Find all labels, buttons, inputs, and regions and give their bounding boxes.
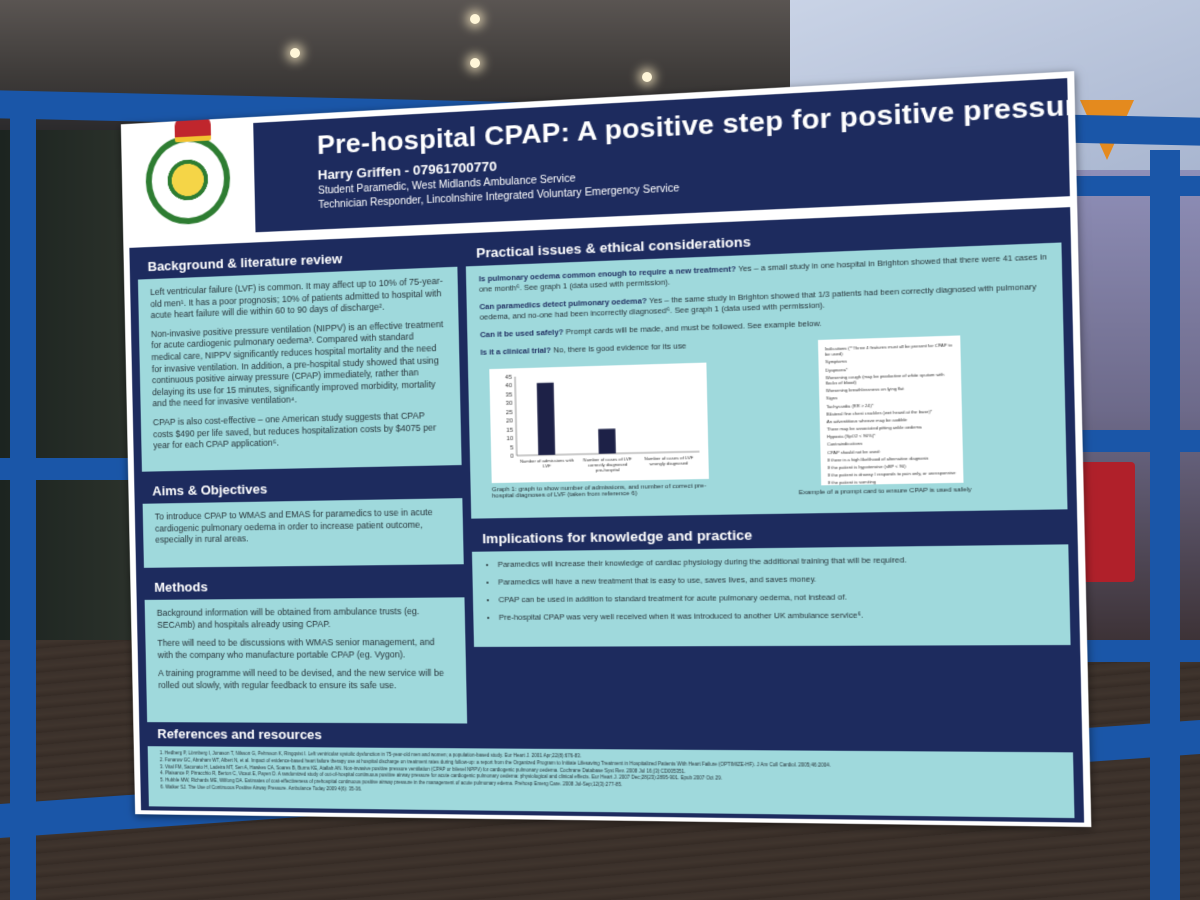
ceiling-light	[470, 58, 480, 68]
background-panel: Background & literature review Left vent…	[137, 241, 462, 472]
prompt-card-caption: Example of a prompt card to ensure CPAP …	[798, 486, 972, 497]
prompt-card-line: If the patient is hypotensive (sBP < 90)	[827, 463, 906, 471]
implication-item: Pre-hospital CPAP was very well received…	[499, 609, 1056, 623]
crest-icon	[144, 116, 231, 227]
y-tick-label: 10	[507, 436, 514, 442]
prompt-card-line: CPAP should not be used:	[827, 448, 881, 455]
graph-caption: Graph 1: graph to show number of admissi…	[491, 483, 707, 500]
references-panel: 1. Hedberg P, Lönnberg I, Jonason T, Nil…	[147, 746, 1075, 819]
y-tick-label: 0	[510, 454, 513, 460]
ambulance-logo	[126, 116, 250, 236]
aims-panel: Aims & Objectives To introduce CPAP to W…	[142, 473, 464, 568]
ceiling-light	[470, 14, 480, 24]
ceiling-light	[290, 48, 300, 58]
practical-q4: Is it a clinical trial?	[480, 345, 552, 357]
practical-a3: Prompt cards will be made, and must be f…	[563, 318, 822, 337]
frame-post-left	[10, 104, 36, 900]
prompt-card-line: If there is a high likelihood of alterna…	[827, 455, 929, 463]
background-p1: Left ventricular failure (LVF) is common…	[150, 275, 443, 321]
prompt-card: Indications (**Three 4 features must all…	[817, 335, 964, 486]
implications-body: Paramedics will increase their knowledge…	[472, 544, 1070, 638]
chart-bar	[598, 428, 616, 454]
y-tick-label: 40	[505, 383, 512, 389]
prompt-card-lines: Indications (**Three 4 features must all…	[825, 342, 957, 485]
implications-panel: Implications for knowledge and practice …	[471, 518, 1071, 647]
prompt-card-line: Indications (**Three 4 features must all…	[824, 342, 953, 358]
implication-item: CPAP can be used in addition to standard…	[498, 590, 1055, 605]
poster: Pre-hospital CPAP: A positive step for p…	[120, 71, 1092, 828]
background-body: Left ventricular failure (LVF) is common…	[138, 267, 462, 468]
y-tick-label: 25	[506, 410, 513, 416]
prompt-card-line: If the patient is vomiting	[827, 479, 876, 486]
crown-icon	[174, 116, 212, 143]
prompt-card-line: Contraindications	[827, 441, 863, 448]
practical-a4: No, there is good evidence for its use	[550, 340, 687, 355]
frame-post-right	[1150, 150, 1180, 900]
references-list: 1. Hedberg P, Lönnberg I, Jonason T, Nil…	[148, 746, 1075, 805]
methods-p1: Background information will be obtained …	[156, 605, 420, 630]
x-tick-label: Number of cases of LVFwrongly diagnosed	[644, 455, 694, 467]
practical-q3: Can it be used safely?	[479, 327, 564, 340]
methods-p2: There will need to be discussions with W…	[157, 636, 435, 660]
aims-text: To introduce CPAP to WMAS and EMAS for p…	[154, 506, 433, 545]
poster-body: Background & literature review Left vent…	[129, 207, 1085, 823]
x-tick-label: Number of cases of LVFcorrectly diagnose…	[583, 456, 632, 473]
methods-p3: A training programme will need to be dev…	[157, 668, 445, 691]
frame-mid	[0, 458, 150, 480]
practical-body: Is pulmonary oedema common enough to req…	[466, 242, 1064, 373]
background-p2: Non-invasive positive pressure ventilati…	[150, 318, 444, 409]
background-p3: CPAP is also cost-effective – one Americ…	[152, 410, 437, 451]
implications-list: Paramedics will increase their knowledge…	[485, 553, 1056, 623]
chart-bar	[536, 382, 556, 456]
x-tick-label: Number of admissions withLVF	[520, 457, 575, 469]
implication-item: Paramedics will increase their knowledge…	[498, 553, 1055, 570]
ceiling-light	[642, 72, 652, 82]
y-tick-label: 30	[506, 401, 513, 407]
bar-chart: 0 5 10 15 20 25 30 35 40 45 Number of admissions w…	[505, 363, 709, 473]
graph-1: 0 5 10 15 20 25 30 35 40 45 Number of admissions w…	[489, 362, 709, 484]
y-tick-label: 20	[506, 418, 513, 424]
prompt-card-line: Worsening cough (may be productive of wh…	[825, 371, 945, 386]
methods-body: Background information will be obtained …	[145, 597, 467, 707]
prompt-card-line: If the patient is drowsy / responds to p…	[827, 470, 956, 478]
practical-panel: Practical issues & ethical consideration…	[465, 216, 1068, 519]
methods-panel: Methods Background information will be o…	[144, 572, 468, 741]
methods-heading: Methods	[144, 572, 465, 600]
aims-body: To introduce CPAP to WMAS and EMAS for p…	[143, 498, 464, 562]
y-tick-label: 35	[506, 392, 513, 398]
y-tick-label: 5	[510, 445, 513, 451]
y-tick-label: 15	[506, 427, 513, 433]
implication-item: Paramedics will have a new treatment tha…	[498, 572, 1055, 588]
y-tick-label: 45	[505, 375, 512, 381]
